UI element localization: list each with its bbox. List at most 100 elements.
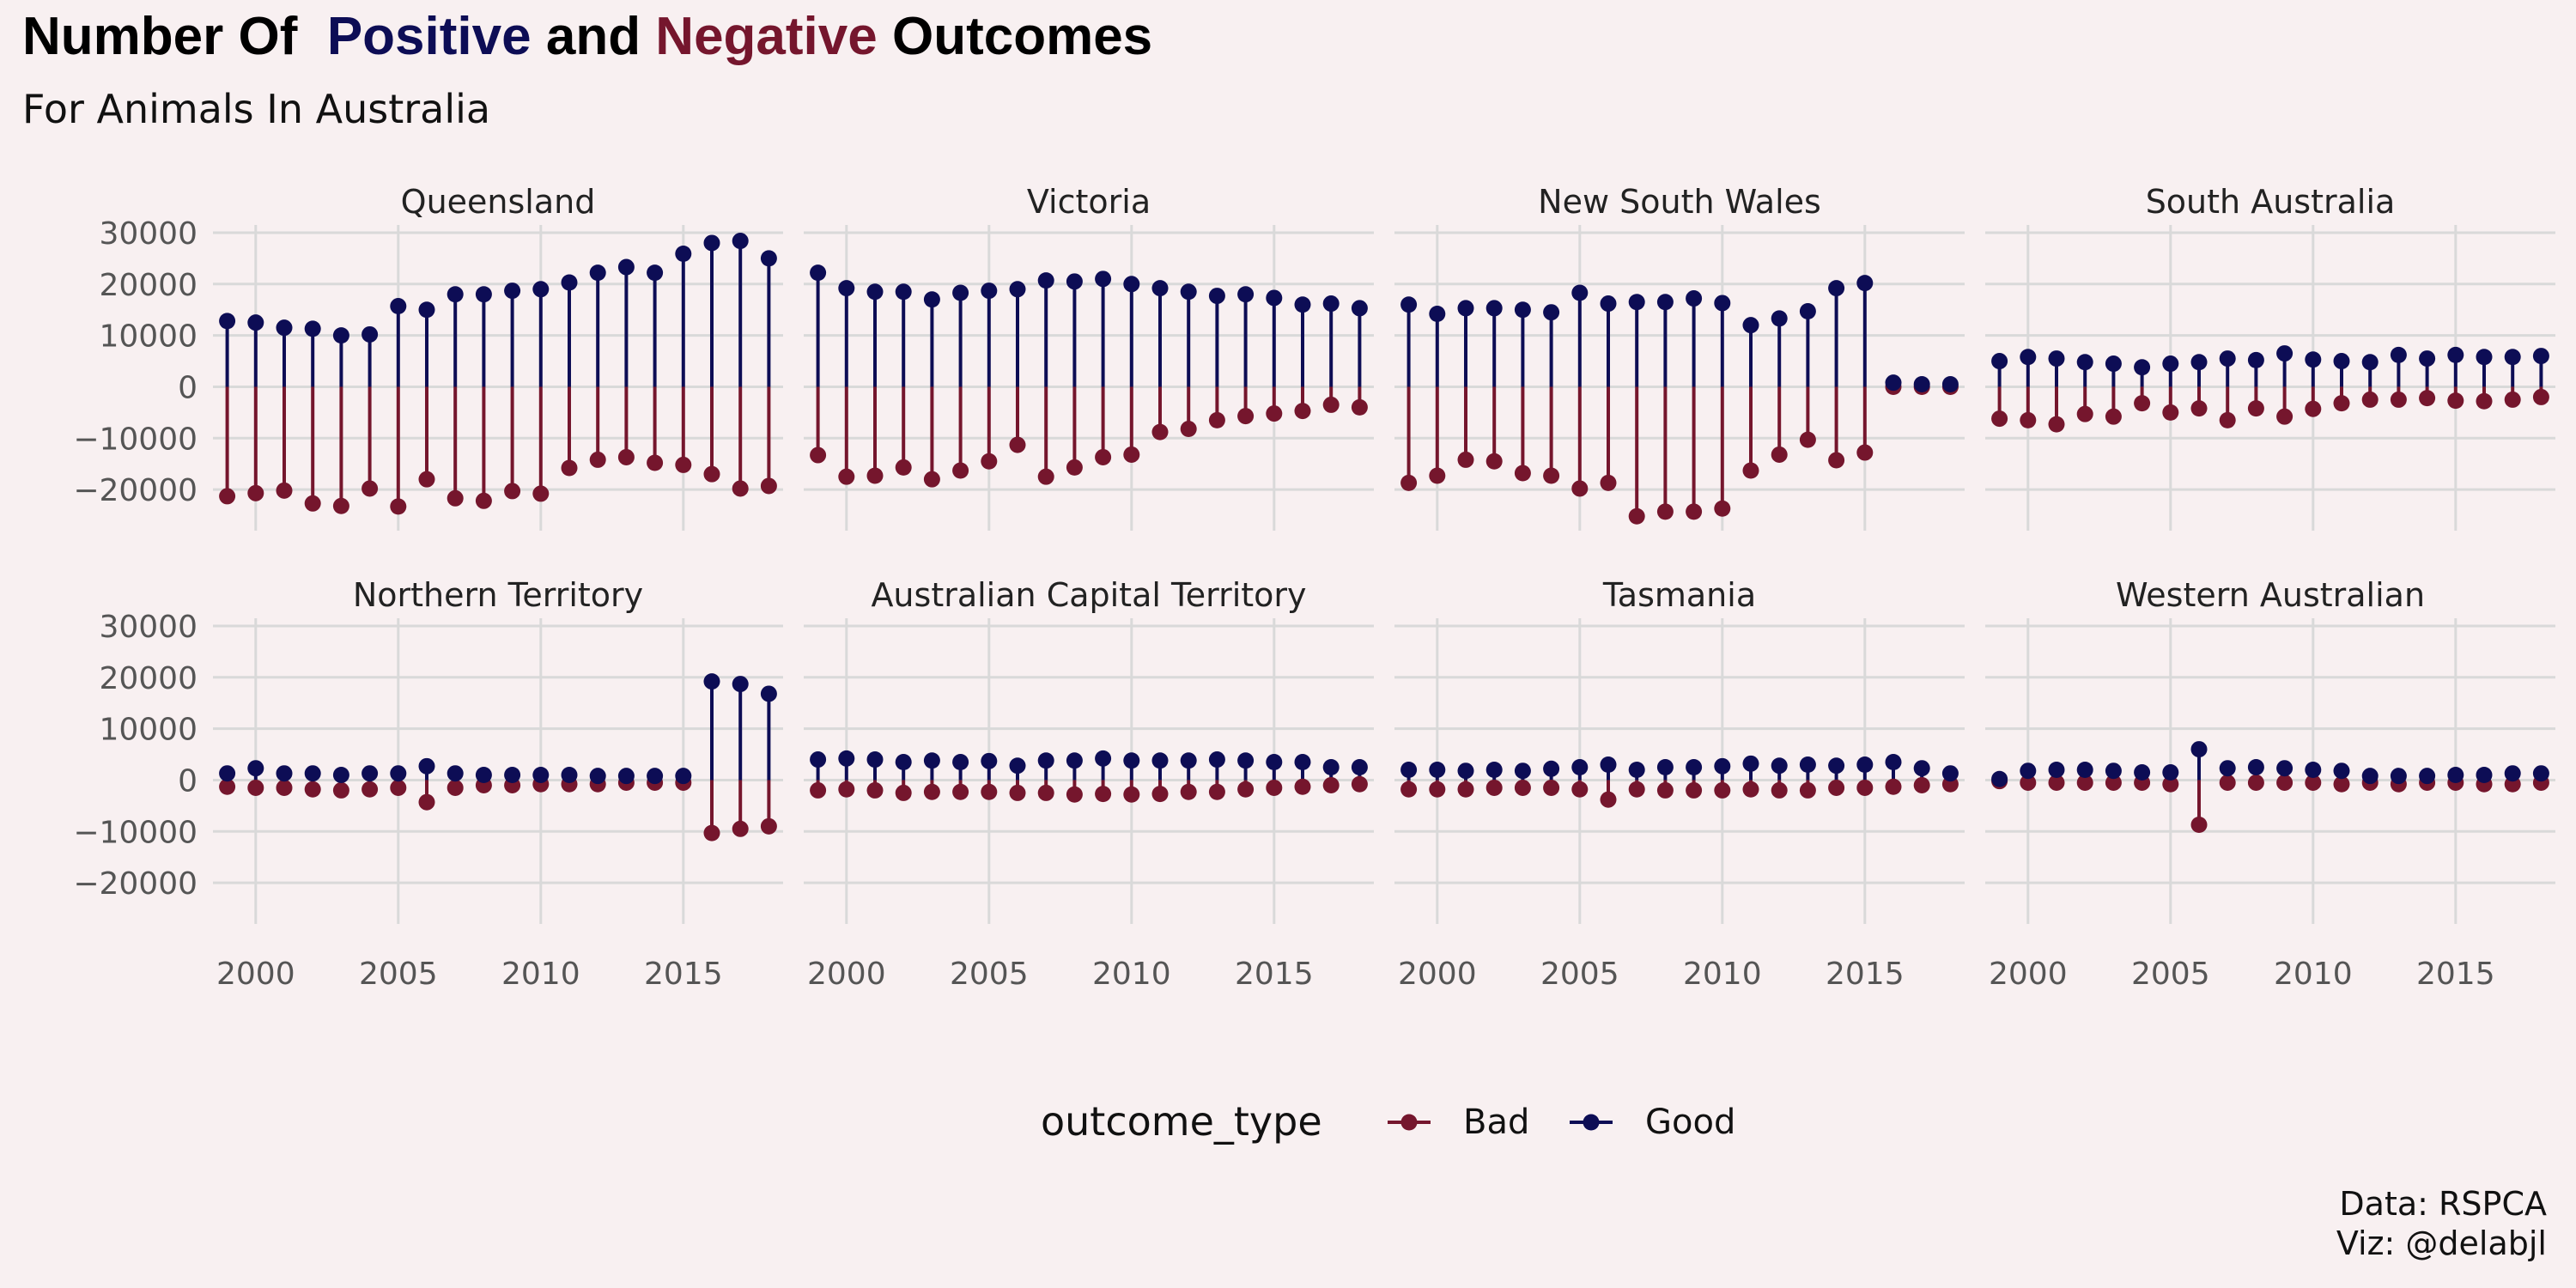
- panel-title: Northern Territory: [353, 576, 643, 614]
- chart-title: Number Of Positive and Negative Outcomes: [22, 5, 1152, 69]
- good-point: [2532, 348, 2549, 365]
- bad-point: [1514, 779, 1531, 796]
- good-point: [1941, 375, 1959, 392]
- legend-label: Good: [1645, 1103, 1735, 1142]
- bad-point: [2333, 775, 2350, 793]
- bad-point: [2305, 400, 2322, 417]
- good-point: [1066, 273, 1083, 290]
- good-point: [2020, 762, 2037, 780]
- good-point: [2361, 354, 2379, 371]
- good-point: [838, 750, 855, 767]
- bad-point: [1400, 781, 1418, 798]
- bad-point: [1828, 452, 1845, 469]
- good-point: [2390, 346, 2407, 363]
- good-point: [1485, 762, 1503, 779]
- bad-point: [1180, 783, 1197, 800]
- good-point: [1686, 290, 1703, 307]
- bad-point: [2276, 408, 2293, 425]
- good-point: [361, 325, 379, 343]
- bad-point: [1856, 444, 1874, 461]
- bad-point: [2333, 395, 2350, 412]
- good-point: [1123, 276, 1140, 293]
- bad-point: [304, 781, 321, 798]
- good-point: [2476, 349, 2493, 366]
- good-point: [276, 319, 293, 337]
- caption-author: Viz: @delabjl: [2336, 1224, 2547, 1262]
- bad-point: [2190, 817, 2208, 834]
- bad-point: [447, 779, 464, 796]
- good-point: [1941, 765, 1959, 782]
- good-point: [732, 233, 749, 250]
- good-point: [1095, 270, 1112, 288]
- panel-title: New South Wales: [1538, 183, 1821, 221]
- good-point: [1180, 283, 1197, 301]
- bad-point: [1208, 783, 1225, 800]
- good-point: [1180, 752, 1197, 769]
- legend: outcome_type Bad Good: [1041, 1098, 1735, 1145]
- x-tick-label: 2010: [2274, 957, 2353, 992]
- panel-title: Western Australian: [2116, 576, 2425, 614]
- bad-point: [2476, 392, 2493, 410]
- bad-point: [1351, 775, 1368, 793]
- x-tick-label: 2015: [1826, 957, 1905, 992]
- y-tick-label: −10000: [73, 422, 197, 457]
- good-point: [418, 301, 435, 319]
- good-point: [1351, 300, 1368, 317]
- bad-point: [2276, 774, 2293, 791]
- bad-point: [276, 482, 293, 499]
- title-part1: Number Of: [22, 7, 313, 66]
- bad-point: [1457, 451, 1474, 468]
- panel-tasmania: Tasmania 2000 2005 2010 2015: [1394, 576, 1965, 992]
- bad-point: [2048, 774, 2065, 791]
- good-point: [2247, 351, 2264, 368]
- bad-point: [390, 498, 407, 515]
- bad-point: [1066, 459, 1083, 476]
- bad-point: [1856, 779, 1874, 796]
- good-point: [2447, 766, 2464, 783]
- good-point: [2476, 766, 2493, 783]
- good-point: [447, 286, 464, 303]
- good-point: [2532, 765, 2549, 782]
- good-point: [2162, 355, 2179, 373]
- good-point: [2305, 351, 2322, 368]
- y-tick-label: 10000: [99, 319, 197, 355]
- good-point: [276, 765, 293, 782]
- bad-point: [475, 492, 492, 509]
- good-point: [1656, 759, 1674, 776]
- good-point: [1151, 280, 1169, 297]
- bad-point: [1237, 408, 1255, 425]
- bad-point: [2105, 408, 2122, 425]
- good-point: [1543, 304, 1560, 321]
- good-point: [2447, 346, 2464, 363]
- panel-title: South Australia: [2146, 183, 2396, 221]
- good-point: [2247, 759, 2264, 776]
- title-part2: Outcomes: [877, 7, 1153, 66]
- bad-point: [1322, 396, 1340, 413]
- good-point: [1294, 296, 1311, 313]
- bad-point: [1828, 779, 1845, 796]
- good-point: [1322, 295, 1340, 313]
- good-point: [647, 264, 664, 282]
- x-tick-label: 2005: [1540, 957, 1619, 992]
- good-point: [2419, 350, 2436, 368]
- bad-point: [1913, 776, 1930, 793]
- bad-point: [2162, 775, 2179, 793]
- y-tick-label: 0: [178, 370, 197, 405]
- good-point: [1913, 375, 1930, 392]
- good-point: [475, 766, 492, 783]
- good-point: [304, 320, 321, 337]
- bad-point: [981, 783, 998, 800]
- good-point: [2305, 762, 2322, 779]
- good-point: [1009, 281, 1026, 298]
- bad-point: [589, 451, 606, 468]
- panel-title: Victoria: [1027, 183, 1151, 221]
- x-tick-label: 2010: [1683, 957, 1762, 992]
- bad-point: [1037, 468, 1054, 485]
- bad-point: [760, 817, 777, 835]
- good-point: [2219, 350, 2236, 368]
- bad-point: [760, 477, 777, 495]
- bad-point: [1656, 781, 1674, 799]
- panel-south-australia: South Australia: [1985, 183, 2555, 531]
- good-point: [1294, 754, 1311, 771]
- x-tick-label: 2005: [2131, 957, 2210, 992]
